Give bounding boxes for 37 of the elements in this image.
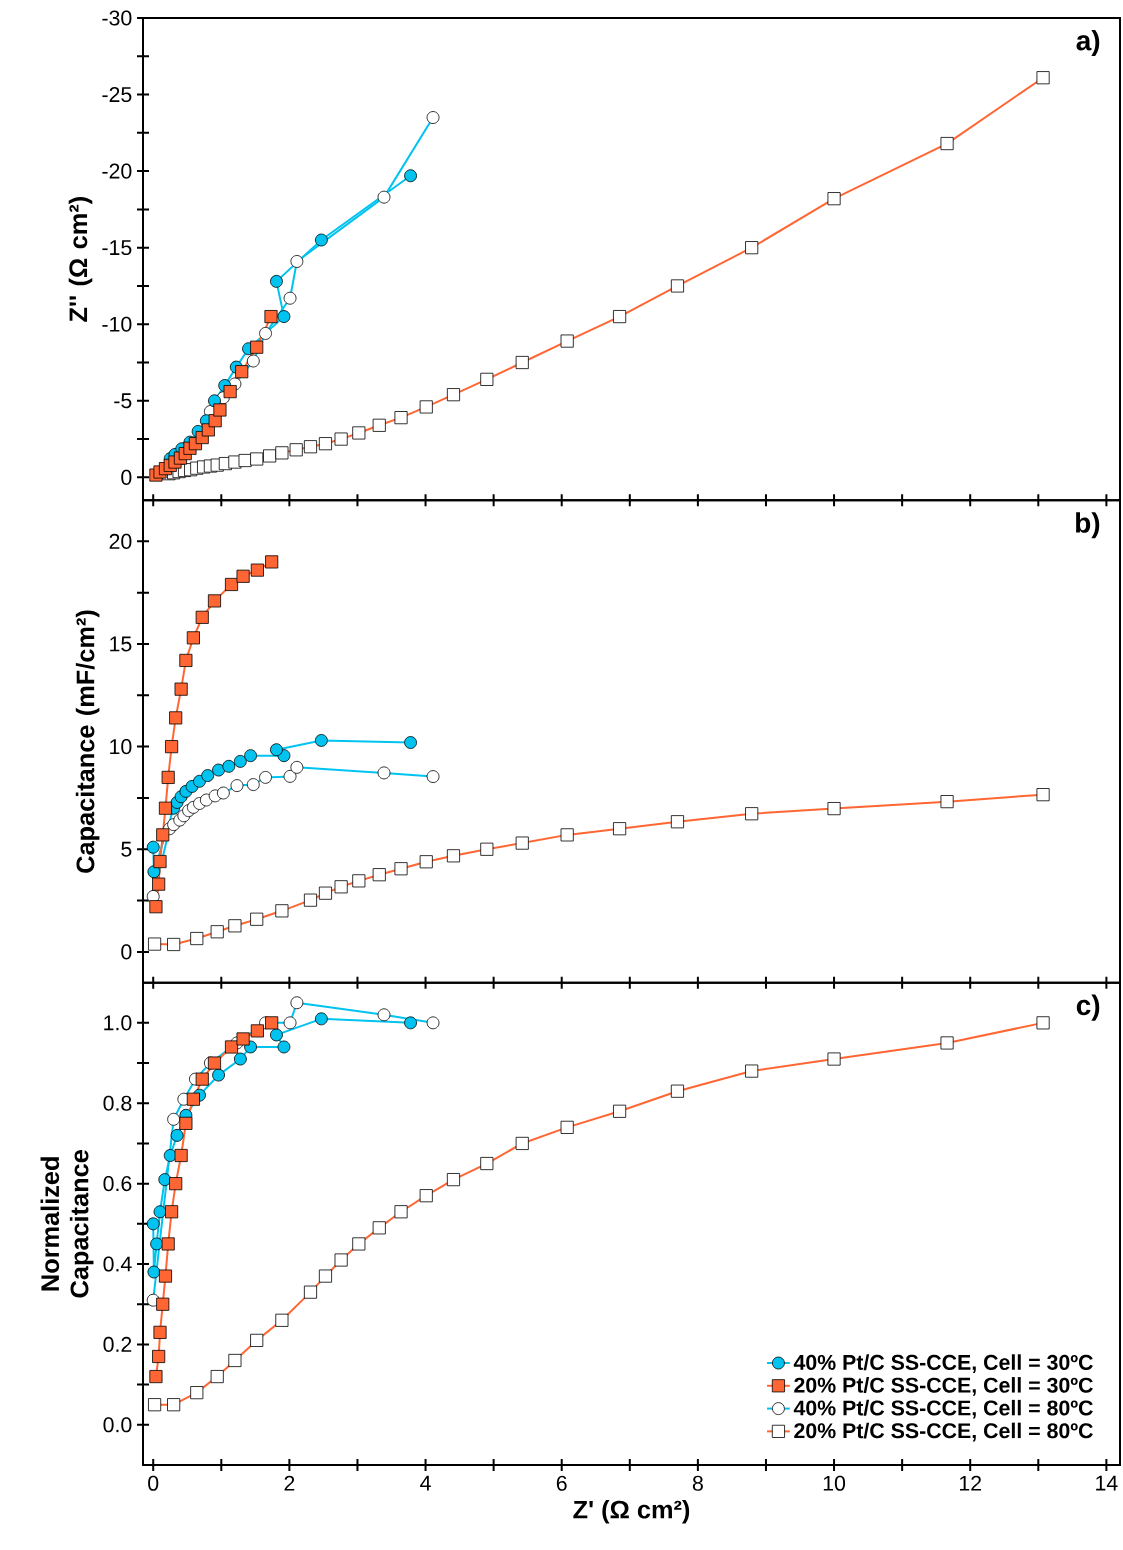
y-tick-label: 0.8 (103, 1095, 132, 1111)
annotation: b) (1076, 512, 1100, 539)
x-tick-label: 10 (823, 1475, 846, 1491)
y-tick-label: -15 (102, 240, 132, 256)
x-axis-title: Z' (Ω cm²) (573, 1499, 690, 1524)
y-tick-label: -25 (102, 87, 132, 103)
y-axis-title: Normalized Capacitance (40, 1150, 94, 1298)
y-tick-label: 15 (110, 636, 132, 652)
x-tick-label: 14 (1096, 1475, 1118, 1491)
legend-label: 40% Pt/C SS-CCE, Cell = 80ºC (793, 1399, 1093, 1419)
y-tick-label: 0.0 (103, 1417, 132, 1433)
x-tick-label: 12 (959, 1475, 982, 1491)
y-tick-label: 20 (109, 533, 132, 549)
annotation: a) (1076, 29, 1100, 57)
annotation: c) (1076, 994, 1100, 1021)
y-tick-label: 5 (121, 841, 132, 857)
y-axis-title: Z'' (Ω cm²) (68, 197, 93, 322)
y-tick-label: 0 (121, 944, 132, 960)
y-tick-label: 0 (121, 469, 132, 485)
y-tick-label: 0.4 (103, 1256, 132, 1272)
x-tick-label: 6 (556, 1475, 567, 1491)
y-tick-label: 1.0 (104, 1015, 132, 1031)
y-tick-label: 0.2 (103, 1336, 132, 1352)
x-tick-label: 4 (420, 1475, 431, 1491)
y-tick-label: 10 (110, 739, 132, 755)
legend-label: 20% Pt/C SS-CCE, Cell = 30ºC (794, 1377, 1093, 1396)
y-tick-label: 0.6 (103, 1176, 132, 1192)
y-tick-label: -5 (114, 393, 132, 409)
y-axis-title: Capacitance (mF/cm²) (75, 610, 100, 873)
x-tick-label: 0 (148, 1475, 159, 1491)
x-tick-label: 2 (284, 1475, 295, 1491)
legend-label: 20% Pt/C SS-CCE, Cell = 80ºC (794, 1422, 1093, 1442)
y-tick-label: -30 (102, 10, 132, 26)
y-tick-label: -10 (102, 316, 132, 332)
legend-label: 40% Pt/C SS-CCE, Cell = 30ºC (793, 1354, 1093, 1374)
x-tick-label: 8 (692, 1475, 703, 1491)
y-tick-label: -20 (102, 163, 132, 179)
